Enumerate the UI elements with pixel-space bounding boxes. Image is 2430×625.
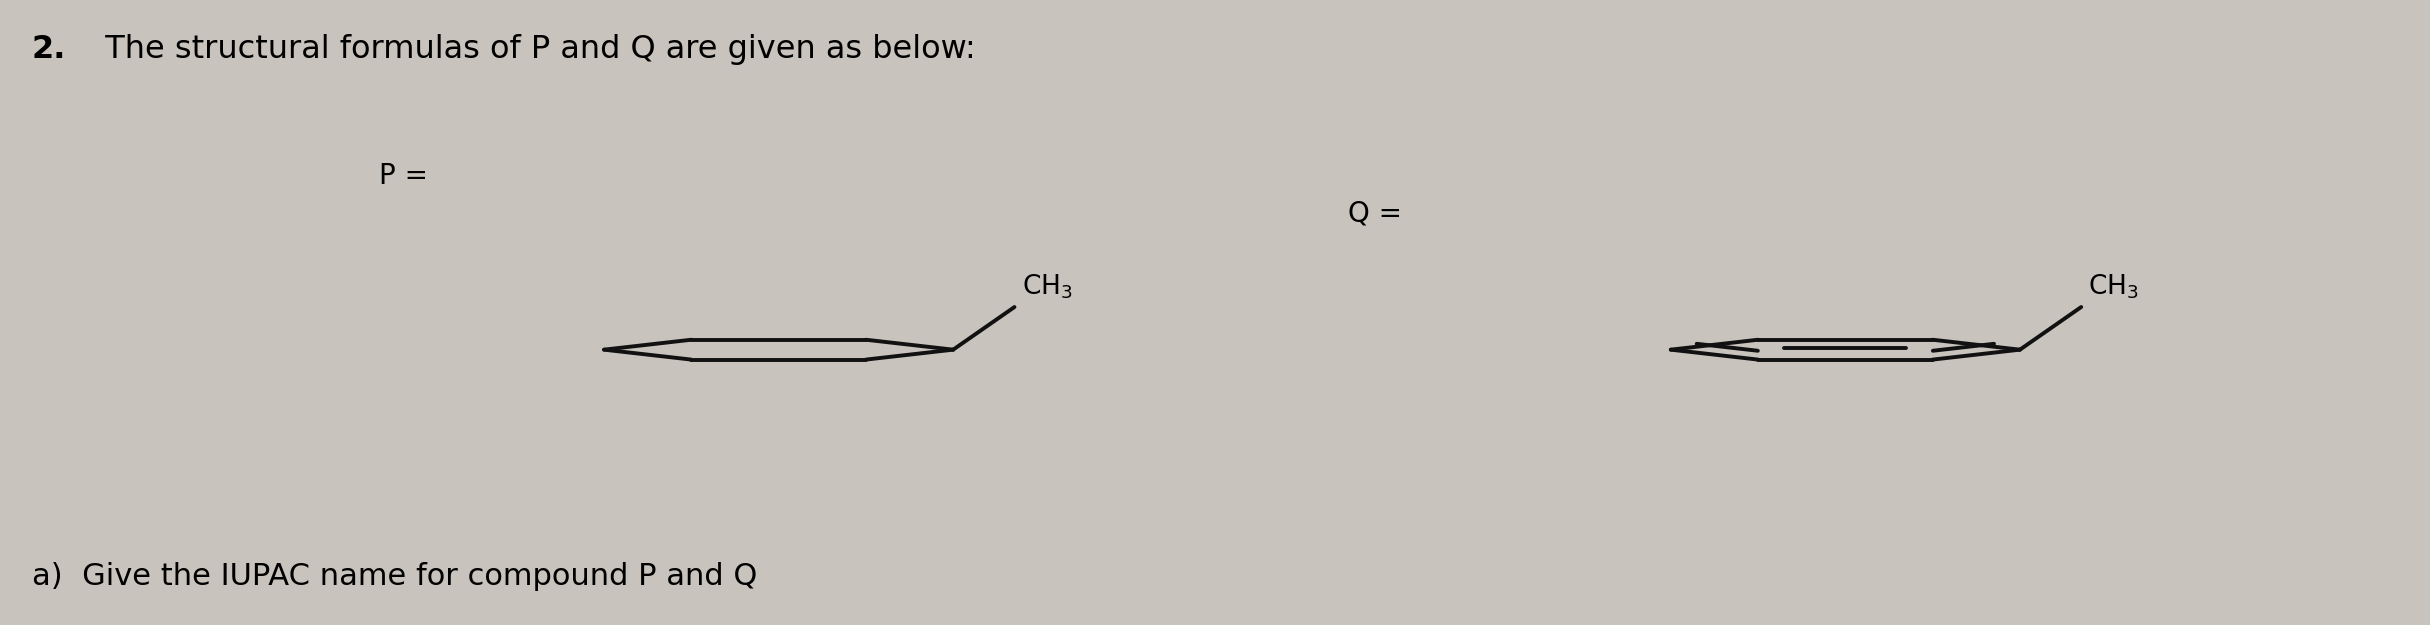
Text: a)  Give the IUPAC name for compound P and Q: a) Give the IUPAC name for compound P an… — [32, 562, 758, 591]
Text: CH$_3$: CH$_3$ — [1021, 272, 1072, 301]
Text: Q =: Q = — [1349, 199, 1402, 228]
Text: 2.: 2. — [32, 34, 66, 65]
Text: The structural formulas of P and Q are given as below:: The structural formulas of P and Q are g… — [85, 34, 977, 65]
Text: CH$_3$: CH$_3$ — [2087, 272, 2138, 301]
Text: P =: P = — [379, 162, 428, 190]
